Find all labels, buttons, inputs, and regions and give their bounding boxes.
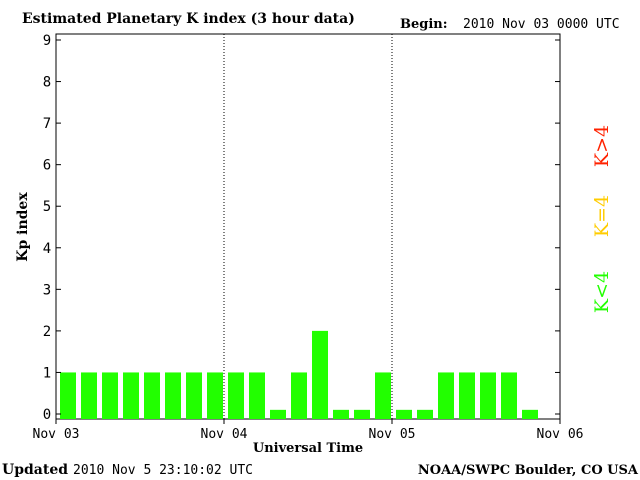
kp-bar	[249, 372, 265, 419]
x-tick-label: Nov 06	[537, 427, 584, 442]
kp-bar	[354, 409, 370, 419]
kp-bar	[333, 409, 349, 419]
updated-value: 2010 Nov 5 23:10:02 UTC	[73, 463, 253, 478]
y-tick-label: 8	[43, 75, 51, 91]
kp-bar	[501, 372, 517, 419]
kp-bar	[417, 409, 433, 419]
kp-bar	[60, 372, 76, 419]
updated-label: Updated	[2, 462, 68, 478]
kp-bar	[480, 372, 496, 419]
kp-bar	[312, 330, 328, 419]
kp-bar	[438, 372, 454, 419]
plot-frame	[55, 33, 561, 420]
kp-bar	[228, 372, 244, 419]
kp-bar	[396, 409, 412, 419]
legend-low: K<4	[591, 271, 613, 313]
kp-bar	[291, 372, 307, 419]
y-tick-label: 1	[43, 365, 51, 381]
y-tick-label: 5	[43, 199, 51, 215]
kp-bar	[459, 372, 475, 419]
legend-mid: K=4	[591, 195, 613, 237]
kp-bar	[375, 372, 391, 419]
x-axis-label: Universal Time	[253, 441, 363, 456]
kp-bar	[186, 372, 202, 419]
x-tick-label: Nov 05	[369, 427, 416, 442]
begin-value: 2010 Nov 03 0000 UTC	[463, 17, 620, 32]
x-tick-label: Nov 03	[33, 427, 80, 442]
y-tick-label: 0	[43, 407, 51, 423]
source-credit: NOAA/SWPC Boulder, CO USA	[418, 463, 639, 478]
chart-title: Estimated Planetary K index (3 hour data…	[22, 11, 355, 27]
y-tick-label: 9	[43, 33, 51, 49]
kp-bar	[102, 372, 118, 419]
kp-bar	[522, 409, 538, 419]
kp-bar	[123, 372, 139, 419]
y-tick-label: 7	[43, 116, 51, 132]
kp-bar	[207, 372, 223, 419]
legend-high: K>4	[591, 125, 613, 167]
y-tick-label: 3	[43, 282, 51, 298]
kp-bar	[81, 372, 97, 419]
y-tick-label: 4	[43, 241, 51, 257]
kp-bar	[165, 372, 181, 419]
begin-label: Begin:	[400, 17, 448, 32]
y-tick-label: 6	[43, 158, 51, 174]
x-tick-label: Nov 04	[201, 427, 248, 442]
kp-bar	[144, 372, 160, 419]
y-tick-label: 2	[43, 324, 51, 340]
y-axis-label: Kp index	[15, 192, 31, 262]
kp-bar	[270, 409, 286, 419]
